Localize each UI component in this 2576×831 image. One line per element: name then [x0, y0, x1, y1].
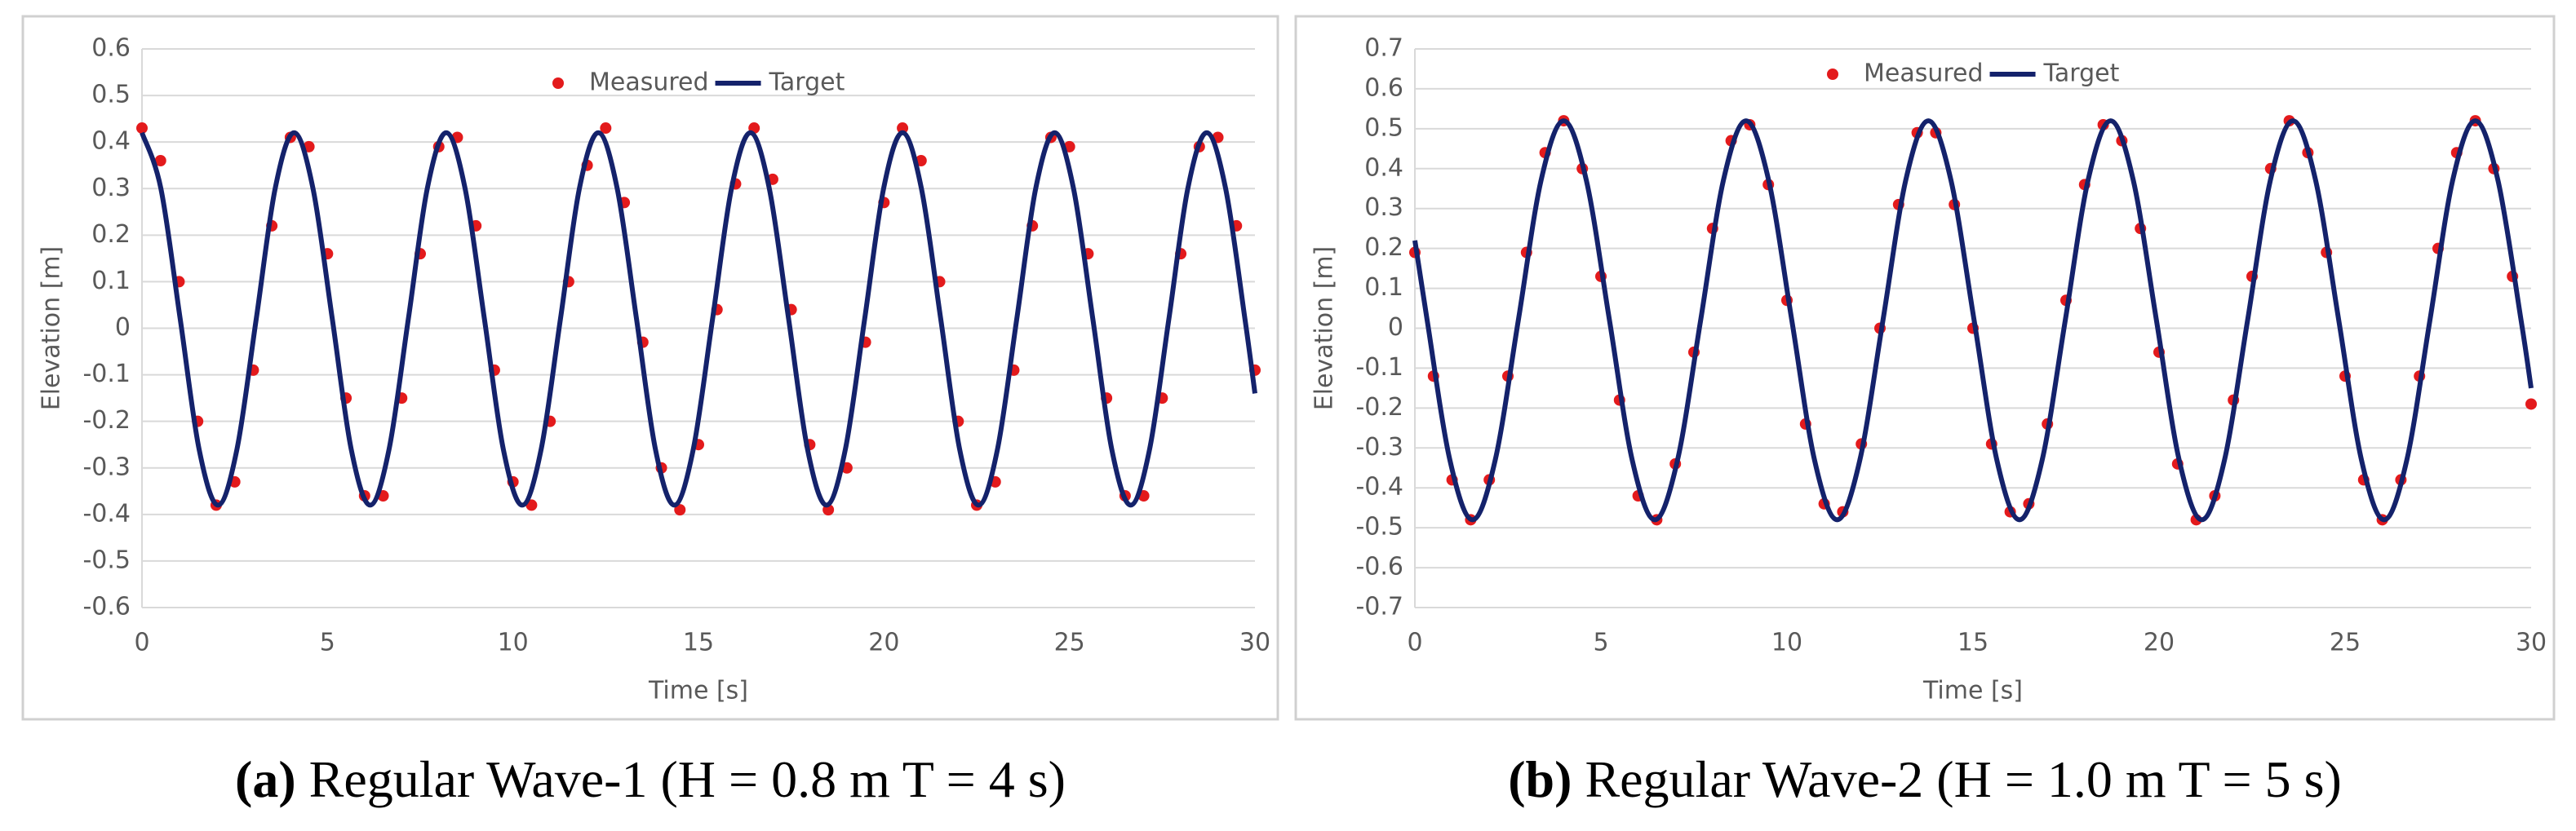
legend-dot — [552, 77, 564, 89]
x-tick-label: 20 — [2144, 629, 2175, 657]
measured-point — [897, 122, 909, 135]
legend-label: Target — [769, 69, 845, 97]
legend-dot — [1827, 69, 1838, 80]
chart: -0.7 -0.6 -0.5 -0.4 -0.3 -0.2 -0.1 0 0.1 0.2 0.3 0.… — [1294, 15, 2556, 808]
legend-label: Measured — [1864, 60, 1984, 88]
x-tick-label: 5 — [320, 629, 335, 657]
y-tick-label: 0 — [115, 313, 131, 342]
target-line — [140, 130, 1257, 508]
x-tick-label: 20 — [868, 629, 899, 657]
caption-label: (a) — [235, 750, 296, 808]
y-tick-label: 0.4 — [91, 127, 131, 156]
measured-point — [136, 122, 148, 135]
y-tick-label: 0.6 — [1364, 73, 1403, 102]
x-axis-title: Time [s] — [648, 677, 748, 705]
y-tick-label: -0.5 — [82, 546, 131, 574]
x-tick-label: 30 — [2516, 629, 2547, 657]
measured-point — [2525, 398, 2537, 410]
y-tick-label: 0 — [1388, 313, 1403, 342]
y-tick-label: -0.2 — [1355, 393, 1403, 422]
measured-point — [600, 122, 612, 135]
y-tick-label: -0.1 — [82, 360, 131, 388]
y-tick-label: -0.4 — [82, 499, 131, 528]
y-tick-label: -0.3 — [82, 453, 131, 481]
x-tick-label: 30 — [1239, 629, 1270, 657]
caption: (a) Regular Wave-1 (H = 0.8 m T = 4 s) — [235, 750, 1066, 808]
y-tick-label: 0.7 — [1364, 34, 1403, 63]
y-tick-label: 0.2 — [1364, 233, 1403, 262]
y-tick-label: 0.5 — [1364, 113, 1403, 142]
x-tick-label: 15 — [1957, 629, 1989, 657]
x-tick-label: 10 — [1771, 629, 1802, 657]
caption-text: Regular Wave-2 (H = 1.0 m T = 5 s) — [1585, 750, 2341, 808]
x-tick-label: 0 — [134, 629, 149, 657]
y-tick-label: -0.6 — [82, 593, 131, 621]
target-line — [1412, 118, 2534, 523]
x-tick-label: 15 — [683, 629, 714, 657]
legend-label: Measured — [589, 69, 709, 97]
y-axis-title: Elevation [m] — [1310, 246, 1339, 411]
y-tick-label: -0.7 — [1355, 593, 1403, 621]
y-tick-label: 0.1 — [1364, 273, 1403, 302]
x-tick-label: 5 — [1593, 629, 1608, 657]
y-axis-title: Elevation [m] — [38, 246, 66, 411]
y-tick-label: -0.4 — [1355, 473, 1403, 502]
x-axis-title: Time [s] — [1922, 677, 2023, 705]
legend-label: Target — [2043, 60, 2120, 88]
caption-text: Regular Wave-1 (H = 0.8 m T = 4 s) — [309, 750, 1066, 808]
y-tick-label: 0.4 — [1364, 153, 1403, 182]
y-tick-label: -0.6 — [1355, 553, 1403, 581]
x-tick-label: 25 — [1054, 629, 1085, 657]
y-tick-label: -0.2 — [82, 406, 131, 435]
y-tick-label: 0.3 — [91, 174, 131, 202]
caption-label: (b) — [1508, 750, 1572, 808]
x-tick-label: 10 — [498, 629, 529, 657]
caption: (b) Regular Wave-2 (H = 1.0 m T = 5 s) — [1508, 750, 2342, 808]
x-tick-label: 25 — [2330, 629, 2361, 657]
y-tick-label: 0.3 — [1364, 193, 1403, 222]
chart-frame — [21, 15, 1279, 721]
y-tick-label: -0.1 — [1355, 353, 1403, 382]
measured-point — [154, 155, 166, 166]
y-tick-label: 0.6 — [91, 34, 131, 63]
y-tick-label: 0.1 — [91, 267, 131, 295]
measured-point — [674, 504, 686, 516]
y-tick-label: -0.3 — [1355, 433, 1403, 462]
y-tick-label: 0.2 — [91, 220, 131, 249]
y-tick-label: -0.5 — [1355, 513, 1403, 541]
x-tick-label: 0 — [1407, 629, 1422, 657]
y-tick-label: 0.5 — [91, 81, 131, 109]
chart: -0.6 -0.5 -0.4 -0.3 -0.2 -0.1 0 0.1 0.2 0.3 0.4 0.5… — [21, 15, 1279, 808]
